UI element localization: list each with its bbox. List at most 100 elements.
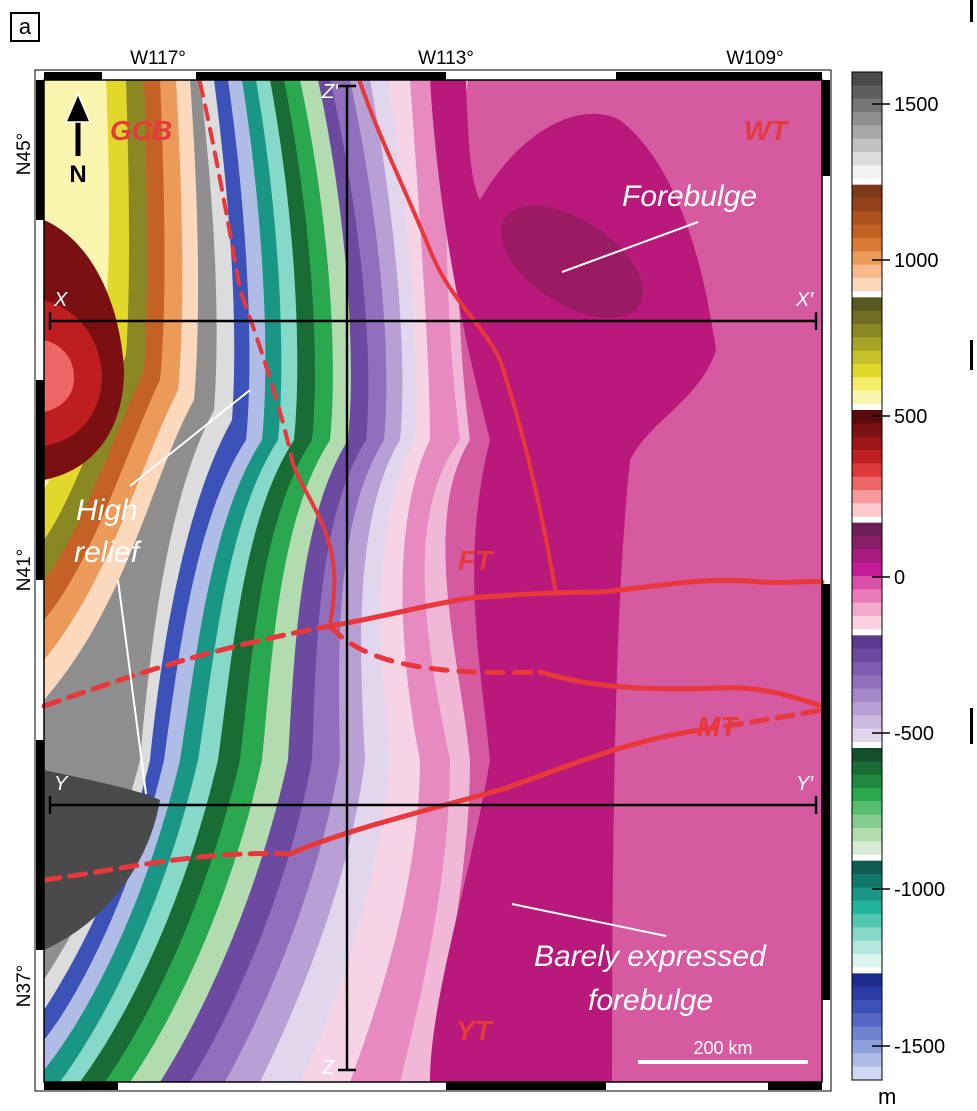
leader-high-relief-up: [129, 389, 251, 487]
colorbar-swatch: [852, 138, 882, 153]
fault-wt-branch: [358, 80, 558, 596]
profile-lines: [48, 84, 818, 1072]
colorbar-swatch: [852, 801, 882, 816]
profile-label-y-start: Y: [54, 773, 69, 795]
colorbar-tick-label: -1000: [894, 879, 945, 901]
north-arrow-head: [64, 92, 92, 123]
colorbar-swatch: [852, 337, 882, 352]
colorbar-swatch: [852, 463, 882, 478]
colorbar-swatch: [852, 1053, 882, 1068]
lon-label-w113: W113°: [418, 48, 474, 69]
colorbar-swatch: [852, 1040, 882, 1054]
colorbar-swatch: [852, 423, 882, 438]
fault-yt-solid: [287, 727, 703, 857]
colorbar-swatch: [852, 648, 882, 663]
frame-right-seg1: [822, 80, 830, 176]
annotation-forebulge: Forebulge: [622, 180, 757, 213]
fault-yt-dashed-east: [697, 707, 825, 733]
leader-barely: [511, 903, 667, 937]
colorbar-swatch: [852, 748, 882, 762]
colorbar-swatch: [852, 973, 882, 988]
colorbar-swatch: [852, 324, 882, 338]
scale-bar: 200 km: [638, 1038, 808, 1064]
colorbar-swatch: [852, 675, 882, 690]
colorbar-swatch: [852, 72, 882, 86]
profile-label-x-start: X: [53, 289, 68, 311]
profile-endpoint-labels: X X′ Y Y′ Z′ Z: [53, 81, 814, 1079]
leader-lines: [117, 221, 699, 937]
colorbar-tick-label: -1500: [894, 1036, 945, 1058]
colorbar-swatch: [852, 184, 882, 199]
colorbar-tick-label: 500: [894, 406, 927, 428]
colorbar-swatch: [852, 887, 882, 902]
band-grey-dark: [44, 770, 160, 950]
fault-dashed-north: [198, 80, 294, 462]
colorbar-swatch: [852, 297, 882, 312]
colorbar-swatch: [852, 522, 882, 537]
colorbar-swatch: [852, 616, 882, 630]
edge-mark-3: [970, 708, 973, 744]
colorbar-swatch: [852, 450, 882, 464]
frame-bottom-seg1: [44, 1082, 118, 1090]
colorbar-gap: [852, 967, 882, 974]
annotations: Forebulge High relief Barely expressed f…: [74, 180, 767, 1017]
lat-label-n45: N45°: [14, 133, 35, 175]
label-gcb: GCB: [110, 115, 172, 146]
colorbar-swatch: [852, 576, 882, 590]
feature-labels: GCB WT FT MT YT: [110, 115, 790, 1046]
colorbar-ticks: 1500 1000 500 0 -500 -1000 -1500: [872, 94, 945, 1058]
colorbar: [851, 71, 883, 1081]
colorbar-swatch: [852, 589, 882, 604]
colorbar-swatch: [852, 490, 882, 504]
colorbar-swatch: [852, 350, 882, 365]
colorbar-swatch: [852, 436, 882, 451]
colorbar-swatch: [852, 549, 882, 564]
scale-bar-label: 200 km: [693, 1038, 752, 1058]
colorbar-gap: [852, 178, 882, 185]
fault-solid-central: [290, 458, 337, 628]
longitude-labels: W117° W113° W109°: [130, 48, 784, 69]
map-frame-inner: [43, 79, 823, 1083]
colorbar-swatch: [852, 224, 882, 239]
annotation-barely-1: Barely expressed: [534, 940, 767, 973]
colorbar-swatch: [852, 728, 882, 743]
frame-top-seg1: [44, 72, 102, 80]
fault-yt-dashed-west: [41, 851, 293, 883]
fault-dashed-west: [41, 623, 333, 709]
frame-bottom-seg2: [446, 1082, 606, 1090]
colorbar-swatch: [852, 914, 882, 928]
colorbar-swatch: [852, 98, 882, 113]
profile-label-z-end: Z: [321, 1057, 335, 1079]
band-lightred: [44, 340, 74, 412]
profile-label-z-start: Z′: [321, 81, 339, 103]
colorbar-gap: [852, 291, 882, 298]
colorbar-swatch: [852, 702, 882, 716]
colorbar-swatch: [852, 476, 882, 491]
colorbar-swatch: [852, 1066, 882, 1081]
colorbar-swatch: [852, 238, 882, 252]
fault-mt-solid: [537, 669, 825, 709]
colorbar-gap: [852, 516, 882, 523]
elevation-map: [44, 80, 822, 1082]
lat-label-n41: N41°: [14, 549, 35, 591]
colorbar-swatch: [852, 264, 882, 279]
colorbar-swatch: [852, 125, 882, 140]
colorbar-swatch: [852, 954, 882, 968]
colorbar-swatch: [852, 662, 882, 676]
colorbar-swatch: [852, 198, 882, 212]
colorbar-swatch: [852, 377, 882, 392]
colorbar-swatch: [852, 152, 882, 166]
colorbar-gap: [852, 742, 882, 748]
colorbar-gap: [852, 854, 882, 861]
label-wt: WT: [744, 115, 790, 146]
north-arrow-label: N: [69, 161, 86, 188]
frame-ticks: [36, 72, 830, 1090]
colorbar-swatch: [852, 112, 882, 126]
colorbar-tick-label: 1500: [894, 94, 939, 116]
north-arrow: N: [64, 92, 92, 188]
colorbar-swatch: [852, 860, 882, 875]
colorbar-swatch: [852, 635, 882, 650]
frame-right-seg2: [822, 584, 830, 1000]
